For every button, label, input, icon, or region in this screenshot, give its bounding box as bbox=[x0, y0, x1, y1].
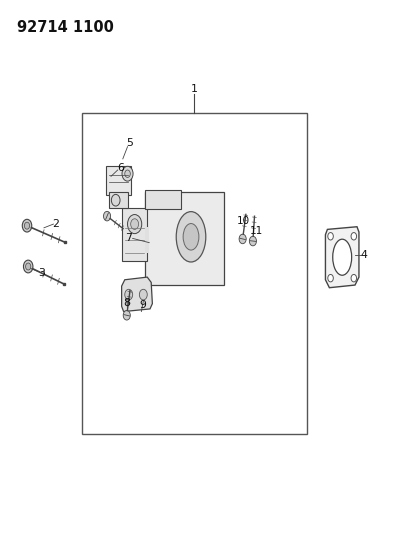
Text: 6: 6 bbox=[118, 163, 124, 173]
Circle shape bbox=[139, 289, 147, 300]
Circle shape bbox=[123, 311, 130, 320]
Text: 2: 2 bbox=[52, 219, 59, 229]
Circle shape bbox=[127, 215, 142, 233]
Circle shape bbox=[125, 170, 130, 177]
Text: 11: 11 bbox=[250, 226, 263, 236]
Text: 7: 7 bbox=[125, 233, 132, 244]
Circle shape bbox=[249, 236, 256, 246]
Text: 4: 4 bbox=[360, 250, 368, 260]
Circle shape bbox=[351, 274, 357, 282]
Bar bbox=[145, 190, 181, 209]
Circle shape bbox=[125, 289, 133, 300]
Circle shape bbox=[25, 263, 31, 270]
Bar bbox=[145, 227, 149, 253]
Circle shape bbox=[22, 219, 32, 232]
Circle shape bbox=[351, 232, 357, 240]
Circle shape bbox=[328, 274, 333, 282]
Text: 8: 8 bbox=[123, 297, 130, 308]
Bar bbox=[82, 113, 307, 433]
Text: 10: 10 bbox=[237, 216, 250, 227]
Circle shape bbox=[239, 234, 246, 244]
Circle shape bbox=[104, 212, 111, 221]
Text: 9: 9 bbox=[140, 300, 147, 310]
Bar bbox=[121, 208, 147, 261]
Ellipse shape bbox=[333, 239, 352, 275]
Bar bbox=[145, 192, 224, 285]
Circle shape bbox=[23, 260, 33, 273]
Text: 92714 1100: 92714 1100 bbox=[17, 20, 114, 35]
Polygon shape bbox=[121, 277, 152, 312]
Bar bbox=[109, 192, 128, 208]
Circle shape bbox=[122, 166, 133, 181]
Text: 5: 5 bbox=[126, 138, 133, 148]
Text: 1: 1 bbox=[190, 84, 197, 94]
Text: 3: 3 bbox=[38, 268, 45, 278]
Polygon shape bbox=[326, 227, 359, 288]
Circle shape bbox=[328, 232, 333, 240]
Ellipse shape bbox=[183, 223, 199, 250]
Ellipse shape bbox=[176, 212, 206, 262]
Bar bbox=[106, 166, 131, 195]
Circle shape bbox=[131, 219, 139, 229]
Circle shape bbox=[24, 222, 30, 229]
Circle shape bbox=[112, 195, 120, 206]
